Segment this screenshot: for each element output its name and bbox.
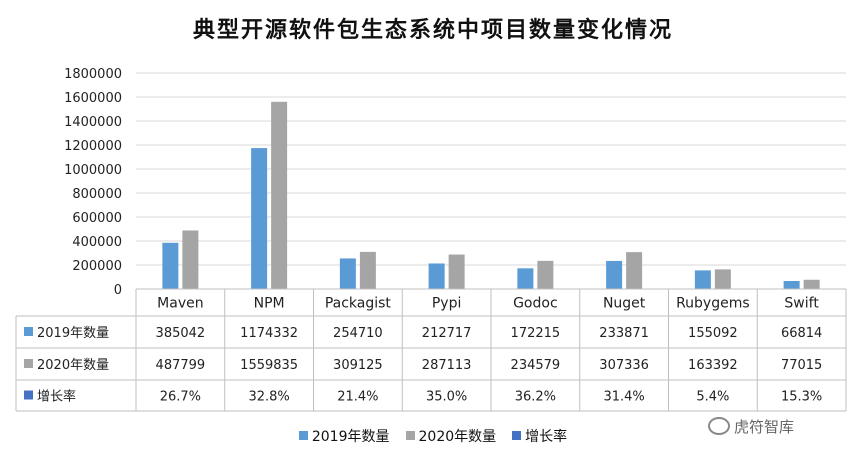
bar-2020-rubygems [714, 269, 731, 289]
y-tick-label: 600000 [72, 211, 122, 226]
table-cell: 77015 [781, 358, 822, 373]
table-cell: 15.3% [781, 390, 822, 405]
table-cell: 385042 [156, 326, 206, 341]
bar-2019-packagist [339, 258, 356, 289]
bar-2020-maven [182, 230, 199, 289]
legend-swatch [405, 431, 415, 440]
table-cell: 5.4% [696, 390, 729, 405]
bar-2019-swift [783, 280, 800, 289]
y-tick-label: 1600000 [64, 91, 122, 106]
table-cell: 487799 [156, 358, 206, 373]
y-tick-label: 200000 [72, 259, 122, 274]
bar-2020-swift [803, 279, 820, 289]
y-tick-label: 1800000 [64, 67, 122, 82]
table-cell: 163392 [688, 358, 738, 373]
y-tick-label: 1400000 [64, 115, 122, 130]
table-cell: 212717 [422, 326, 472, 341]
bar-2019-godoc [517, 268, 534, 289]
category-label: Maven [157, 296, 203, 312]
table-cell: 234579 [511, 358, 561, 373]
category-label: Pypi [432, 296, 462, 312]
category-label: NPM [254, 296, 285, 312]
row-label: 2019年数量 [37, 326, 109, 341]
watermark-text: 虎符智库 [734, 418, 795, 436]
bar-2020-pypi [448, 254, 465, 289]
bar-2019-pypi [428, 263, 445, 289]
table-cell: 309125 [333, 358, 383, 373]
y-tick-label: 800000 [72, 187, 122, 202]
y-tick-label: 1200000 [64, 139, 122, 154]
category-label: Godoc [513, 296, 558, 312]
y-tick-label: 1000000 [64, 163, 122, 178]
legend-label: 2020年数量 [418, 429, 497, 445]
watermark: 虎符智库 [708, 416, 794, 437]
category-label: Packagist [325, 296, 392, 312]
table-cell: 26.7% [160, 390, 201, 405]
bar-2019-nuget [606, 260, 623, 289]
legend-label: 增长率 [525, 429, 568, 445]
row-label: 增长率 [37, 389, 76, 405]
row-swatch [24, 327, 33, 336]
table-cell: 254710 [333, 326, 383, 341]
table-cell: 35.0% [426, 390, 467, 405]
bar-2020-npm [271, 101, 288, 290]
table-cell: 172215 [511, 326, 561, 341]
table-cell: 21.4% [337, 390, 378, 405]
table-cell: 1559835 [240, 358, 298, 373]
y-tick-label: 400000 [72, 235, 122, 250]
row-swatch [24, 390, 33, 400]
legend-label: 2019年数量 [311, 429, 390, 445]
bar-2020-packagist [359, 251, 376, 289]
bar-2020-godoc [537, 260, 554, 289]
bar-2019-npm [251, 148, 268, 289]
bar-2020-nuget [626, 252, 643, 289]
legend: 2019年数量 2020年数量 增长率 [0, 426, 866, 446]
table-cell: 36.2% [515, 390, 556, 405]
legend-swatch [512, 431, 522, 440]
row-swatch [24, 359, 33, 368]
table-cell: 233871 [599, 326, 649, 341]
wechat-icon [708, 417, 730, 435]
table-cell: 31.4% [603, 390, 644, 405]
chart-title: 典型开源软件包生态系统中项目数量变化情况 [192, 18, 673, 43]
row-label: 2020年数量 [37, 358, 109, 373]
table-cell: 155092 [688, 326, 738, 341]
category-label: Swift [784, 296, 819, 312]
table-cell: 307336 [599, 358, 649, 373]
table-cell: 32.8% [248, 390, 289, 405]
legend-swatch [298, 431, 308, 440]
bar-2019-rubygems [694, 270, 711, 289]
legend-item: 2020年数量 [405, 426, 497, 446]
table-cell: 66814 [781, 326, 822, 341]
table-cell: 287113 [422, 358, 472, 373]
bar-2019-maven [162, 242, 179, 289]
category-label: Rubygems [676, 296, 750, 312]
category-label: Nuget [603, 296, 646, 312]
legend-item: 2019年数量 [298, 426, 390, 446]
legend-item: 增长率 [512, 426, 567, 446]
table-cell: 1174332 [240, 326, 298, 341]
y-tick-label: 0 [114, 283, 122, 298]
